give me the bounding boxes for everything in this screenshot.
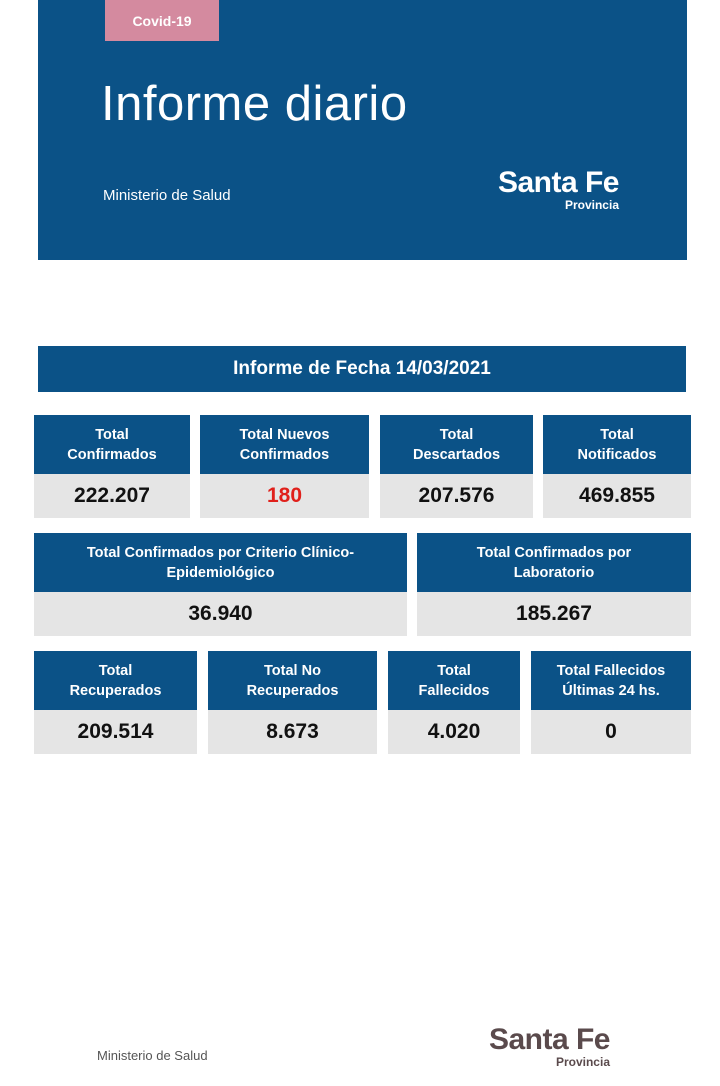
stat-card-total-nuevos-confirmados: Total Nuevos Confirmados 180 — [200, 415, 369, 518]
stat-value: 0 — [531, 710, 691, 754]
stat-label-line2: Laboratorio — [513, 564, 595, 581]
stat-label-line1: Total — [600, 426, 634, 443]
stat-value: 4.020 — [388, 710, 520, 754]
stat-label-line2: Epidemiológico — [166, 564, 275, 581]
footer-santa-fe-logo: Santa Fe Provincia — [470, 1023, 611, 1069]
stat-value: 36.940 — [34, 592, 407, 636]
stat-label-line2: Recuperados — [69, 682, 162, 699]
stat-label-line2: Descartados — [412, 446, 501, 463]
stat-label: Total Descartados — [380, 415, 533, 474]
stat-card-criterio-clinico: Total Confirmados por Criterio Clínico- … — [34, 533, 407, 636]
stat-card-total-descartados: Total Descartados 207.576 — [380, 415, 533, 518]
santa-fe-logo: Santa Fe Provincia — [484, 166, 620, 212]
stat-value: 8.673 — [208, 710, 377, 754]
stat-label-line2: Recuperados — [246, 682, 339, 699]
footer-ministry-label: Ministerio de Salud — [97, 1048, 208, 1063]
stat-card-laboratorio: Total Confirmados por Laboratorio 185.26… — [417, 533, 691, 636]
stat-card-total-notificados: Total Notificados 469.855 — [543, 415, 691, 518]
stat-label: Total Notificados — [543, 415, 691, 474]
stat-card-total-fallecidos: Total Fallecidos 4.020 — [388, 651, 520, 754]
stat-value: 207.576 — [380, 474, 533, 518]
page-title: Informe diario — [101, 77, 408, 131]
footer-logo-sub: Provincia — [555, 1055, 610, 1069]
stat-card-total-confirmados: Total Confirmados 222.207 — [34, 415, 190, 518]
stat-label-line2: Fallecidos — [418, 682, 490, 699]
stat-label-line2: Últimas 24 hs. — [562, 682, 660, 699]
stat-label: Total Fallecidos Últimas 24 hs. — [531, 651, 691, 710]
ministry-label: Ministerio de Salud — [103, 187, 231, 204]
stat-label-line2: Confirmados — [67, 446, 157, 463]
stat-label: Total Confirmados por Laboratorio — [417, 533, 691, 592]
stat-card-fallecidos-24hs: Total Fallecidos Últimas 24 hs. 0 — [531, 651, 691, 754]
footer-logo-name: Santa Fe — [488, 1023, 611, 1056]
stat-label: Total No Recuperados — [208, 651, 377, 710]
stat-label-line1: Total — [98, 662, 133, 679]
stat-label-line1: Total — [437, 662, 471, 679]
stat-label-line1: Total — [95, 426, 129, 443]
stat-label: Total Recuperados — [34, 651, 197, 710]
stat-label: Total Nuevos Confirmados — [200, 415, 369, 474]
stat-label-line1: Total Fallecidos — [556, 662, 666, 679]
stat-label: Total Fallecidos — [388, 651, 520, 710]
stat-label-line2: Confirmados — [239, 446, 330, 463]
stat-label-line2: Notificados — [577, 446, 657, 463]
stat-value: 222.207 — [34, 474, 190, 518]
stat-value: 180 — [200, 474, 369, 518]
header-banner: Covid-19 Informe diario Ministerio de Sa… — [38, 0, 687, 260]
covid-tag: Covid-19 — [105, 0, 219, 41]
stat-label-line1: Total — [439, 426, 474, 443]
stat-label-line1: Total Confirmados por Criterio Clínico- — [86, 544, 355, 561]
report-date-bar: Informe de Fecha 14/03/2021 — [38, 346, 686, 392]
stat-label-line1: Total Nuevos — [239, 426, 330, 443]
stat-label: Total Confirmados por Criterio Clínico- … — [34, 533, 407, 592]
stat-card-total-no-recuperados: Total No Recuperados 8.673 — [208, 651, 377, 754]
stat-label: Total Confirmados — [34, 415, 190, 474]
stat-value: 469.855 — [543, 474, 691, 518]
logo-sub: Provincia — [564, 198, 619, 212]
stat-value: 185.267 — [417, 592, 691, 636]
stat-card-total-recuperados: Total Recuperados 209.514 — [34, 651, 197, 754]
stat-label-line1: Total Confirmados por — [476, 544, 632, 561]
stat-label-line1: Total No — [264, 662, 321, 679]
stat-value: 209.514 — [34, 710, 197, 754]
logo-name: Santa Fe — [497, 166, 620, 199]
